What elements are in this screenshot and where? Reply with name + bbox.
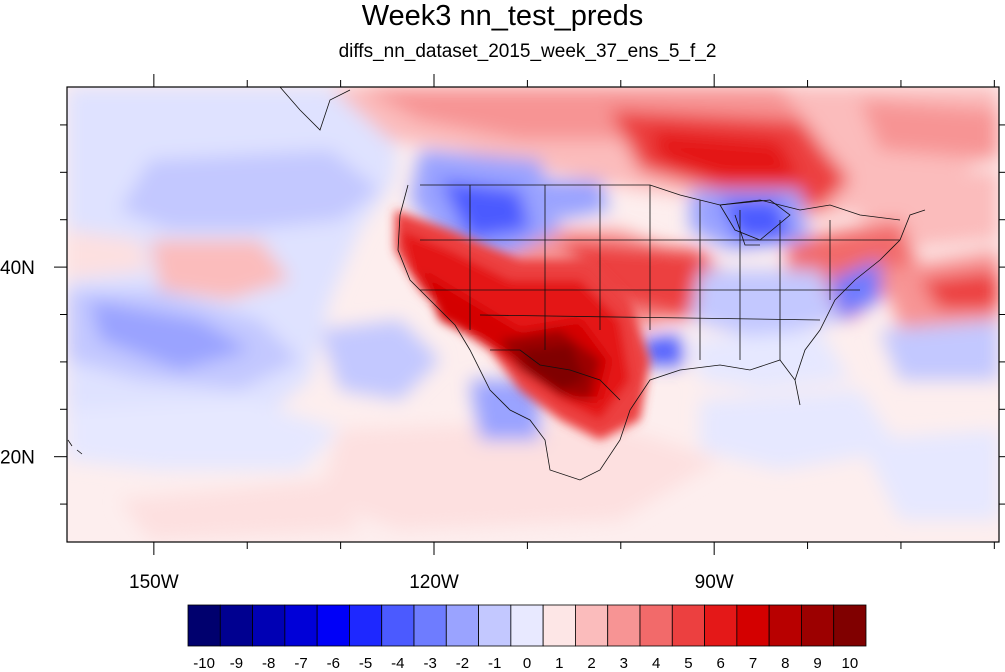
colorbar-swatch bbox=[478, 604, 512, 647]
colorbar-swatch bbox=[252, 604, 286, 647]
anomaly-field bbox=[67, 87, 999, 542]
lon-tick-label: 90W bbox=[695, 572, 734, 593]
colorbar-swatch bbox=[833, 604, 867, 647]
colorbar-label: 3 bbox=[620, 655, 628, 672]
state-boundaries bbox=[67, 87, 926, 481]
colorbar-swatch bbox=[349, 604, 383, 647]
colorbar-labels: -10 -9 -8 -7 -6 -5 -4 -3 -2 -1 0 1 2 3 4 5 6 7 8 9 10 bbox=[193, 655, 858, 672]
colorbar-label: 5 bbox=[684, 655, 692, 672]
colorbar-swatch bbox=[284, 604, 318, 647]
colorbar-label: -2 bbox=[456, 655, 469, 672]
colorbar-label: 2 bbox=[587, 655, 595, 672]
colorbar-label: -1 bbox=[488, 655, 501, 672]
colorbar-label: -10 bbox=[193, 655, 215, 672]
lon-tick-label: 120W bbox=[409, 572, 459, 593]
lon-tick-label: 150W bbox=[129, 572, 179, 593]
colorbar-swatch bbox=[381, 604, 415, 647]
colorbar-swatch bbox=[639, 604, 673, 647]
colorbar-swatch bbox=[510, 604, 544, 647]
lat-tick-label: 20N bbox=[0, 448, 35, 469]
colorbar-label: 7 bbox=[749, 655, 757, 672]
colorbar-label: -8 bbox=[262, 655, 275, 672]
colorbar-label: 0 bbox=[523, 655, 531, 672]
map-title: Week3 nn_test_preds bbox=[361, 0, 644, 32]
colorbar-swatch bbox=[671, 604, 705, 647]
colorbar-label: -6 bbox=[327, 655, 340, 672]
colorbar-label: 1 bbox=[555, 655, 563, 672]
colorbar-label: -5 bbox=[359, 655, 372, 672]
colorbar bbox=[187, 604, 867, 647]
colorbar-label: -3 bbox=[423, 655, 436, 672]
colorbar-swatch bbox=[704, 604, 738, 647]
colorbar-swatch bbox=[736, 604, 770, 647]
colorbar-label: 8 bbox=[781, 655, 789, 672]
colorbar-label: 4 bbox=[652, 655, 660, 672]
colorbar-swatch bbox=[187, 604, 221, 647]
colorbar-swatch bbox=[542, 604, 576, 647]
colorbar-label: 10 bbox=[842, 655, 859, 672]
colorbar-label: -9 bbox=[230, 655, 243, 672]
colorbar-swatch bbox=[445, 604, 479, 647]
colorbar-swatch bbox=[316, 604, 350, 647]
colorbar-label: 6 bbox=[717, 655, 725, 672]
colorbar-label: -4 bbox=[391, 655, 404, 672]
colorbar-swatch bbox=[575, 604, 609, 647]
colorbar-swatch bbox=[768, 604, 802, 647]
colorbar-label: 9 bbox=[813, 655, 821, 672]
map-subtitle: diffs_nn_dataset_2015_week_37_ens_5_f_2 bbox=[338, 41, 717, 62]
colorbar-swatch bbox=[801, 604, 835, 647]
colorbar-swatch bbox=[413, 604, 447, 647]
colorbar-label: -7 bbox=[294, 655, 307, 672]
colorbar-swatch bbox=[219, 604, 253, 647]
lat-tick-label: 40N bbox=[0, 258, 35, 279]
colorbar-swatch bbox=[607, 604, 641, 647]
